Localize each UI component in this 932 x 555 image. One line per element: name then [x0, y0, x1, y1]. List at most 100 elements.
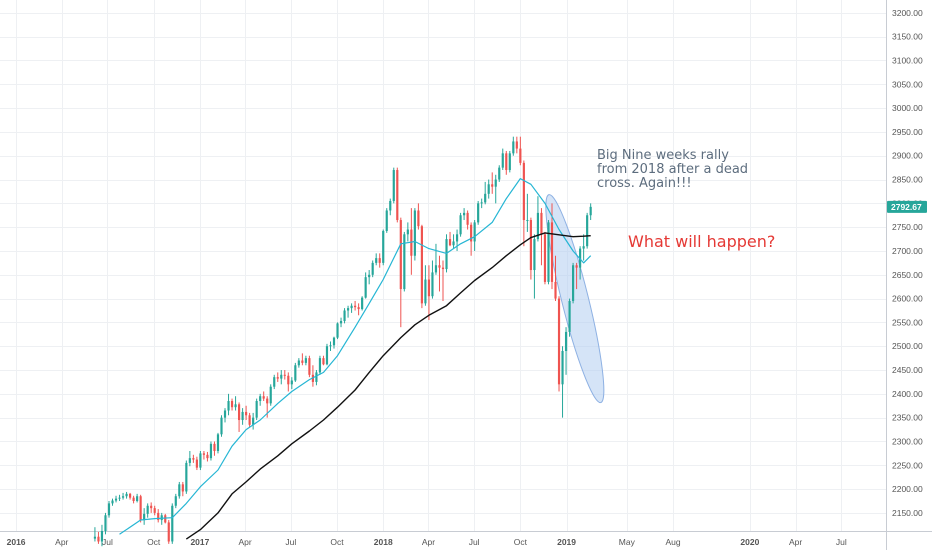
candle-body	[554, 281, 557, 299]
candle-down	[417, 203, 420, 230]
candle-up	[280, 370, 283, 385]
candle-body	[234, 404, 237, 408]
candle-up	[185, 460, 188, 494]
candle-body	[346, 308, 350, 311]
candle-up	[234, 396, 237, 411]
candle-body	[427, 279, 431, 297]
candle-down	[448, 231, 452, 247]
candle-body	[364, 277, 367, 298]
y-tick-label: 2700.00	[892, 246, 923, 256]
candle-body	[230, 400, 234, 408]
candle-body	[389, 200, 392, 211]
candle-body	[452, 241, 455, 246]
candle-up	[371, 260, 374, 278]
x-tick-label: 2017	[190, 537, 209, 547]
candle-up	[582, 234, 585, 261]
candle-up	[568, 298, 571, 337]
y-tick-label: 2400.00	[892, 389, 923, 399]
candle-body	[223, 410, 227, 418]
candle-body	[589, 206, 592, 216]
candle-body	[241, 411, 244, 421]
candle-up	[114, 495, 118, 503]
y-tick-label: 2750.00	[892, 222, 923, 232]
candle-up	[564, 327, 568, 375]
candle-up	[336, 322, 339, 340]
candle-body	[325, 346, 329, 365]
candle-up	[118, 494, 121, 501]
candle-body	[382, 230, 385, 263]
y-tick-label: 3200.00	[892, 8, 923, 18]
candle-body	[586, 215, 589, 247]
candle-up	[455, 229, 459, 251]
candle-body	[470, 224, 473, 242]
x-tick-label: Apr	[55, 537, 68, 547]
candle-up	[107, 500, 111, 518]
candle-down	[301, 353, 304, 366]
annotation-rally-note: Big Nine weeks rally from 2018 after a d…	[597, 148, 749, 191]
candle-up	[325, 343, 329, 366]
candle-body	[522, 162, 525, 221]
candle-up	[294, 362, 297, 382]
candle-body	[406, 229, 409, 235]
y-tick-label: 2250.00	[892, 460, 923, 470]
candle-down	[491, 172, 494, 194]
candle-body	[329, 345, 332, 347]
y-tick-label: 2300.00	[892, 436, 923, 446]
candle-body	[93, 536, 97, 539]
candle-up	[227, 393, 230, 416]
candle-up	[100, 524, 104, 547]
candle-body	[213, 443, 216, 451]
candle-down	[441, 260, 445, 301]
candle-up	[269, 384, 272, 406]
candle-up	[252, 412, 255, 430]
candle-down	[396, 167, 399, 223]
candle-up	[382, 229, 385, 266]
candle-down	[399, 217, 402, 328]
candle-body	[318, 358, 322, 373]
candle-body	[431, 272, 434, 297]
y-tick-label: 3150.00	[892, 32, 923, 42]
candle-body	[339, 320, 343, 324]
candle-body	[143, 513, 146, 521]
y-tick-label: 2150.00	[892, 508, 923, 518]
candle-body	[403, 234, 406, 290]
candle-body	[146, 505, 149, 514]
candle-body	[125, 493, 128, 497]
candle-body	[150, 505, 153, 509]
candle-down	[276, 372, 279, 382]
candle-down	[529, 217, 532, 280]
candle-down	[139, 494, 142, 523]
candle-down	[153, 505, 156, 516]
last-price-label: 2792.67	[891, 202, 922, 212]
candle-down	[167, 520, 170, 544]
candle-body	[459, 215, 462, 235]
candle-body	[336, 323, 339, 338]
candle-up	[463, 208, 466, 221]
candle-up	[346, 305, 350, 318]
y-tick-label: 3100.00	[892, 55, 923, 65]
candle-body	[297, 360, 300, 366]
candle-down	[202, 450, 206, 460]
candle-body	[237, 404, 241, 421]
candle-body	[477, 203, 480, 223]
candle-body	[114, 498, 118, 501]
candle-body	[308, 358, 311, 375]
candles	[93, 136, 592, 547]
candle-up	[343, 308, 346, 324]
candle-body	[280, 374, 283, 379]
candle-body	[494, 179, 497, 187]
candle-body	[575, 265, 578, 268]
candle-down	[575, 262, 578, 290]
candle-body	[216, 434, 220, 451]
candle-body	[420, 226, 423, 304]
candle-body	[220, 417, 223, 435]
candle-body	[417, 210, 420, 227]
x-tick-label: Jul	[102, 537, 113, 547]
candle-body	[571, 265, 575, 301]
candle-body	[350, 305, 353, 309]
candle-up	[259, 393, 262, 406]
candle-body	[188, 458, 191, 463]
candle-down	[192, 454, 195, 463]
